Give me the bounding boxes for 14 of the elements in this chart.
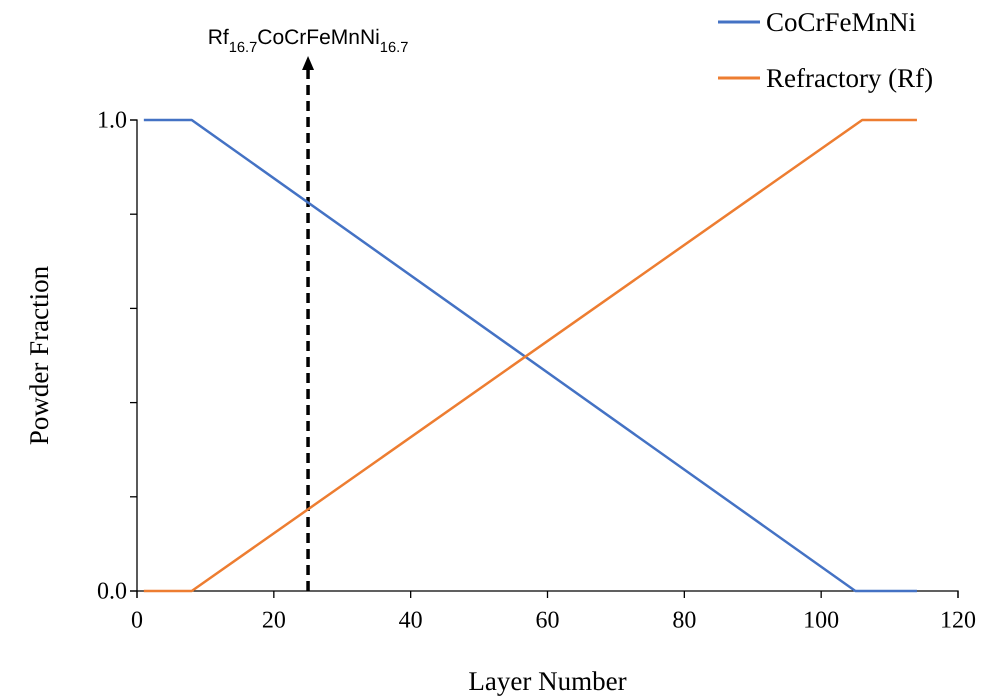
legend-label: CoCrFeMnNi (766, 7, 916, 37)
x-tick-label: 20 (262, 607, 286, 634)
x-tick-label: 0 (131, 607, 143, 634)
y-tick-label: 0.0 (97, 578, 127, 605)
y-tick-label: 1.0 (97, 108, 127, 134)
x-tick-label: 120 (940, 607, 976, 634)
ref-line-label: Rf$_{16.7}$CoCrFeMnNi$_{16.7}$ (208, 26, 408, 56)
x-tick-label: 40 (398, 607, 423, 634)
y-axis-title: Powder Fraction (24, 265, 54, 446)
legend-label: Refractory (Rf) (766, 63, 934, 93)
x-tick-label: 100 (803, 607, 840, 634)
x-tick-label: 60 (536, 607, 560, 634)
x-axis-title: Layer Number (468, 666, 627, 696)
x-tick-label: 80 (672, 607, 696, 634)
